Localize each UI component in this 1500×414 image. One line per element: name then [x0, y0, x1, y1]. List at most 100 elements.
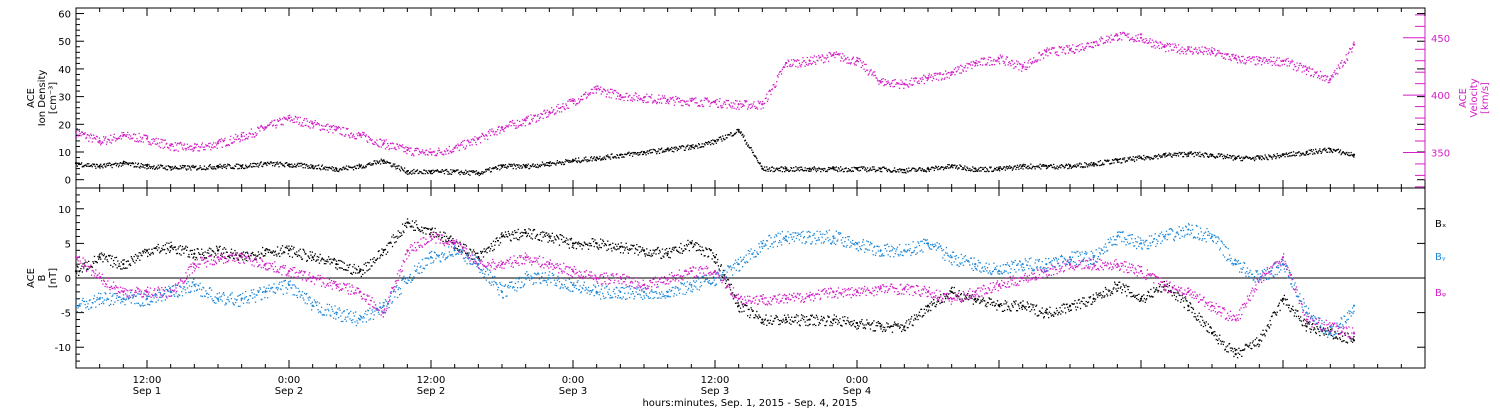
density-series-dot [481, 173, 482, 174]
bx-series-dot [85, 262, 86, 263]
velocity-series-dot [567, 107, 568, 108]
density-series-dot [1100, 160, 1101, 161]
density-series-dot [934, 170, 935, 171]
velocity-series-dot [88, 141, 89, 142]
bx-series-dot [422, 230, 423, 231]
velocity-series-dot [821, 60, 822, 61]
density-series-dot [1326, 149, 1327, 150]
density-series-dot [718, 139, 719, 140]
velocity-series-dot [548, 114, 549, 115]
bx-series-dot [156, 246, 157, 247]
velocity-series-dot [276, 127, 277, 128]
density-series-dot [140, 166, 141, 167]
bx-series-dot [93, 263, 94, 264]
bx-series-dot [618, 244, 619, 245]
bx-series-dot [624, 250, 625, 251]
density-series-dot [1074, 166, 1075, 167]
velocity-series-dot [305, 125, 306, 126]
bx-series-dot [775, 318, 776, 319]
velocity-series-dot [256, 135, 257, 136]
density-series-dot [511, 164, 512, 165]
velocity-series-dot [1068, 52, 1069, 53]
bx-series-dot [509, 235, 510, 236]
density-series-dot [1318, 151, 1319, 152]
velocity-series-dot [661, 103, 662, 104]
velocity-series-dot [675, 102, 676, 103]
density-series-dot [1222, 156, 1223, 157]
density-series-dot [501, 168, 502, 169]
density-series-dot [1089, 163, 1090, 164]
velocity-axis-title-line: Velocity [1469, 78, 1480, 117]
density-series-dot [908, 168, 909, 169]
density-series-dot [289, 166, 290, 167]
density-series-dot [1202, 153, 1203, 154]
density-series-dot [518, 167, 519, 168]
velocity-series-dot [734, 103, 735, 104]
density-series-dot [954, 165, 955, 166]
velocity-series-dot [1182, 51, 1183, 52]
bx-series-dot [528, 228, 529, 229]
density-series-dot [157, 168, 158, 169]
velocity-series-dot [778, 74, 779, 75]
velocity-series-dot [887, 83, 888, 84]
density-series-dot [637, 152, 638, 153]
velocity-series-dot [680, 102, 681, 103]
density-series-dot [1287, 154, 1288, 155]
velocity-series-dot [352, 137, 353, 138]
velocity-series-dot [697, 102, 698, 103]
velocity-series-dot [91, 135, 92, 136]
bx-series-dot [898, 323, 899, 324]
bx-series-dot [372, 259, 373, 260]
density-series-dot [322, 169, 323, 170]
density-series-dot [152, 168, 153, 169]
density-series-dot [710, 144, 711, 145]
bx-series-dot [123, 267, 124, 268]
velocity-series-dot [1151, 46, 1152, 47]
velocity-series-dot [157, 143, 158, 144]
bx-series-dot [641, 251, 642, 252]
bx-series-dot [458, 246, 459, 247]
velocity-series-dot [1132, 37, 1133, 38]
density-series-dot [183, 165, 184, 166]
bx-series-dot [379, 250, 380, 251]
bx-series-dot [361, 269, 362, 270]
bx-series-dot [193, 256, 194, 257]
bx-series-dot [159, 252, 160, 253]
density-series-dot [1030, 168, 1031, 169]
velocity-series-dot [1155, 48, 1156, 49]
velocity-series-dot [113, 136, 114, 137]
density-series-dot [432, 173, 433, 174]
density-series-dot [274, 165, 275, 166]
velocity-series-dot [1337, 73, 1338, 74]
bx-series-dot [743, 311, 744, 312]
velocity-series-dot [151, 144, 152, 145]
density-series-dot [1158, 154, 1159, 155]
density-series-dot [237, 168, 238, 169]
velocity-series-dot [807, 57, 808, 58]
bx-series-dot [402, 224, 403, 225]
density-series-dot [864, 169, 865, 170]
density-series-dot [394, 164, 395, 165]
velocity-series-dot [1084, 50, 1085, 51]
velocity-series-dot [559, 111, 560, 112]
bx-series-dot [900, 327, 901, 328]
bx-series-dot [567, 239, 568, 240]
bx-series-dot [195, 259, 196, 260]
bx-series-dot [483, 256, 484, 257]
velocity-series-dot [616, 92, 617, 93]
bx-series-dot [480, 251, 481, 252]
bx-series-dot [782, 322, 783, 323]
density-series-dot [166, 166, 167, 167]
velocity-series-dot [411, 155, 412, 156]
bx-series-dot [831, 325, 832, 326]
bx-series-dot [153, 253, 154, 254]
velocity-series-dot [1198, 52, 1199, 53]
density-series-dot [1132, 159, 1133, 160]
velocity-series-dot [593, 93, 594, 94]
velocity-series-dot [1223, 57, 1224, 58]
bx-series-dot [485, 250, 486, 251]
velocity-series-dot [522, 119, 523, 120]
bx-series-dot [78, 275, 79, 276]
velocity-series-dot [1316, 71, 1317, 72]
velocity-series-dot [388, 145, 389, 146]
